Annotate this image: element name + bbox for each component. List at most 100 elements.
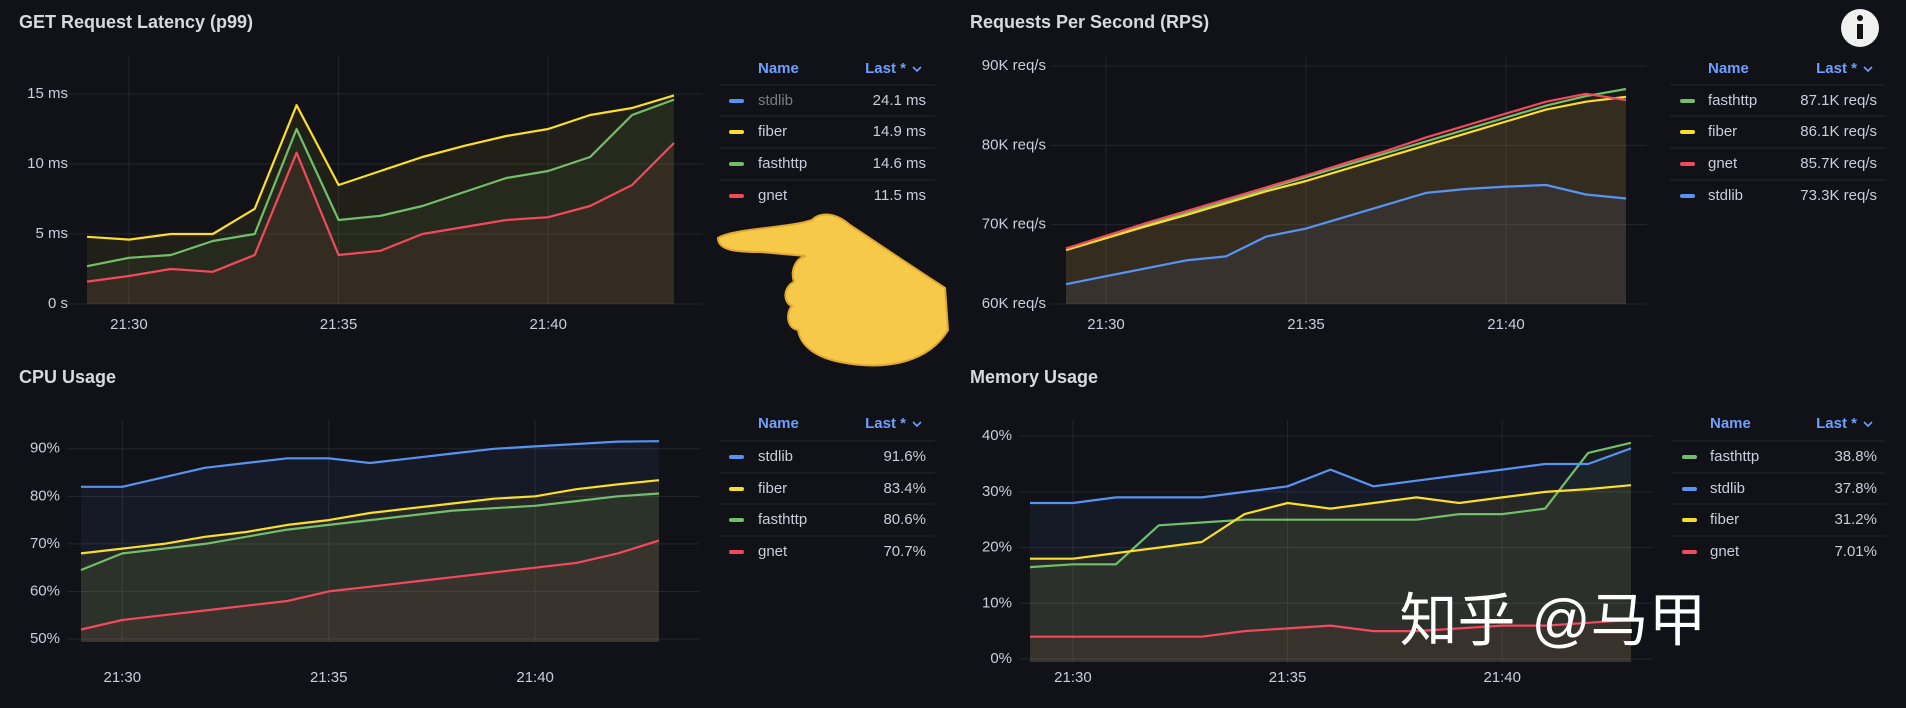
legend-header[interactable]: Last * <box>1816 60 1857 77</box>
legend-value: 14.9 ms <box>873 123 926 140</box>
legend-swatch <box>729 487 744 491</box>
series-line <box>1065 92 1627 250</box>
y-tick-label: 10 ms <box>27 155 68 172</box>
legend-value: 73.3K req/s <box>1800 187 1877 204</box>
hand-shape <box>716 213 950 367</box>
legend-swatch <box>1682 550 1697 554</box>
series-line <box>80 479 660 555</box>
y-tick-label: 80% <box>30 487 60 504</box>
series-area <box>1030 442 1631 662</box>
legend-header[interactable]: Last * <box>865 60 906 77</box>
series-area <box>1030 448 1631 662</box>
legend-swatch <box>729 550 744 554</box>
legend-header[interactable]: Last * <box>1816 415 1857 432</box>
y-tick-label: 70K req/s <box>982 216 1046 233</box>
series-line <box>86 98 675 268</box>
legend-value: 37.8% <box>1834 480 1877 497</box>
y-tick-label: 80K req/s <box>982 136 1046 153</box>
series-line <box>1065 183 1627 286</box>
legend-value: 31.2% <box>1834 511 1877 528</box>
legend-name[interactable]: gnet <box>1708 155 1738 172</box>
legend-swatch <box>1680 194 1695 198</box>
legend-name[interactable]: fiber <box>758 123 787 140</box>
series-area <box>81 493 659 642</box>
y-tick-label: 90K req/s <box>982 57 1046 74</box>
series-line <box>1030 618 1632 638</box>
series-area <box>1066 89 1626 304</box>
legend-value: 14.6 ms <box>873 155 926 172</box>
y-tick-label: 20% <box>982 539 1012 556</box>
legend-header: Name <box>1710 415 1751 432</box>
x-tick-label: 21:35 <box>1287 316 1325 333</box>
info-bar <box>1857 24 1863 39</box>
legend-name[interactable]: stdlib <box>758 92 793 109</box>
sort-chevron <box>1863 421 1873 428</box>
info-dot <box>1857 15 1863 21</box>
legend-name[interactable]: stdlib <box>758 448 793 465</box>
sort-chevron <box>912 66 922 73</box>
x-tick-label: 21:35 <box>1269 669 1307 686</box>
legend-swatch <box>729 518 744 522</box>
legend-value: 83.4% <box>883 480 926 497</box>
series-line <box>1065 95 1627 252</box>
series-area <box>81 540 659 642</box>
panel-title: Requests Per Second (RPS) <box>970 12 1209 32</box>
sort-chevron <box>912 421 922 428</box>
legend-name[interactable]: gnet <box>758 543 788 560</box>
legend-swatch <box>1682 487 1697 491</box>
legend-name[interactable]: fiber <box>1710 511 1739 528</box>
series-line <box>86 142 675 283</box>
series-line <box>80 539 660 631</box>
legend-swatch <box>1682 518 1697 522</box>
legend-swatch <box>729 194 744 198</box>
legend-value: 70.7% <box>883 543 926 560</box>
legend-swatch <box>729 99 744 103</box>
y-tick-label: 15 ms <box>27 85 68 102</box>
series-line <box>86 94 675 241</box>
legend-name[interactable]: stdlib <box>1708 187 1743 204</box>
legend-header[interactable]: Last * <box>865 415 906 432</box>
series-area <box>1030 619 1631 662</box>
legend-name[interactable]: fiber <box>1708 123 1737 140</box>
legend-name[interactable]: fasthttp <box>758 511 807 528</box>
legend-name[interactable]: gnet <box>758 187 788 204</box>
x-tick-label: 21:35 <box>320 316 358 333</box>
legend-name[interactable]: fasthttp <box>758 155 807 172</box>
y-tick-label: 90% <box>30 440 60 457</box>
y-tick-label: 40% <box>982 427 1012 444</box>
watermark: 知乎 @马甲 <box>1400 588 1707 653</box>
legend-swatch <box>729 162 744 166</box>
y-tick-label: 5 ms <box>35 225 68 242</box>
series-line <box>1030 484 1632 560</box>
y-tick-label: 10% <box>982 594 1012 611</box>
x-tick-label: 21:30 <box>1054 669 1092 686</box>
series-line <box>81 440 660 488</box>
legend-name[interactable]: stdlib <box>1710 480 1745 497</box>
series-area <box>87 95 674 305</box>
legend-value: 80.6% <box>883 511 926 528</box>
x-tick-label: 21:30 <box>104 669 142 686</box>
y-tick-label: 50% <box>30 630 60 647</box>
y-tick-label: 60% <box>30 582 60 599</box>
legend-value: 38.8% <box>1834 448 1877 465</box>
series-line <box>80 492 660 572</box>
legend-header: Name <box>758 415 799 432</box>
panel-title: Memory Usage <box>970 367 1098 387</box>
legend-name[interactable]: fiber <box>758 480 787 497</box>
pointing-hand <box>716 213 950 367</box>
legend-name[interactable]: gnet <box>1710 543 1740 560</box>
series-area <box>81 441 659 642</box>
legend-value: 87.1K req/s <box>1800 92 1877 109</box>
y-tick-label: 60K req/s <box>982 295 1046 312</box>
info-icon[interactable] <box>1841 9 1879 47</box>
x-tick-label: 21:30 <box>1087 316 1125 333</box>
series-line <box>1065 87 1627 250</box>
legend-name[interactable]: fasthttp <box>1708 92 1757 109</box>
panel-title: GET Request Latency (p99) <box>19 12 253 32</box>
y-tick-label: 0% <box>990 650 1012 667</box>
legend-name[interactable]: fasthttp <box>1710 448 1759 465</box>
y-tick-label: 30% <box>982 483 1012 500</box>
legend-swatch <box>1680 130 1695 134</box>
series-area <box>1066 96 1626 305</box>
